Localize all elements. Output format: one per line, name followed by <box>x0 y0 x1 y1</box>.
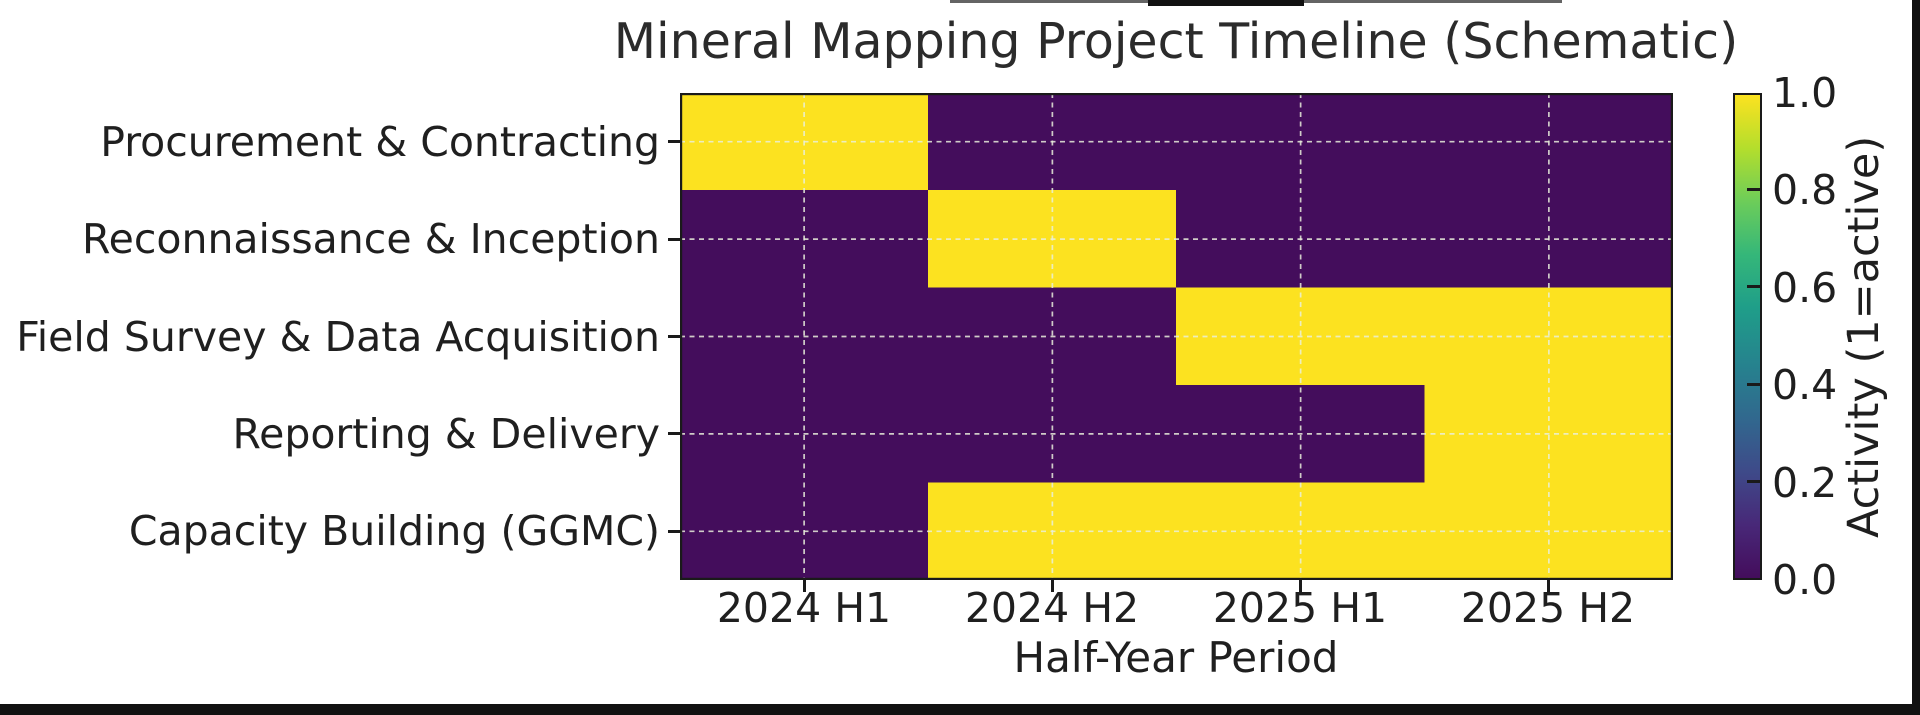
bottom-edge-bar <box>0 704 1920 715</box>
colorbar-tick-0.8: 0.8 <box>1772 166 1838 214</box>
colorbar-tick-0.4: 0.4 <box>1772 361 1838 409</box>
y-tick-mark <box>668 530 680 533</box>
y-tick-mark <box>668 140 680 143</box>
colorbar-tick-mark <box>1747 188 1760 191</box>
x-tick-mark <box>803 580 806 592</box>
x-tick-mark <box>1051 580 1054 592</box>
y-axis-label-procurement: Procurement & Contracting <box>100 118 660 166</box>
x-tick-mark <box>1299 580 1302 592</box>
top-edge-line-thick <box>1148 0 1304 6</box>
x-axis-title: Half-Year Period <box>1013 633 1339 682</box>
x-axis-label-2024h2: 2024 H2 <box>964 584 1140 632</box>
y-axis-label-reporting: Reporting & Delivery <box>232 410 660 458</box>
plot-border <box>680 93 1673 580</box>
colorbar-tick-0.6: 0.6 <box>1772 264 1838 312</box>
chart-title: Mineral Mapping Project Timeline (Schema… <box>613 13 1739 70</box>
y-axis-label-capacity: Capacity Building (GGMC) <box>128 507 660 555</box>
colorbar-tick-0.2: 0.2 <box>1772 459 1838 507</box>
heatmap-cells <box>680 93 1673 580</box>
colorbar-tick-0.0: 0.0 <box>1772 556 1838 604</box>
right-edge-bar <box>1912 0 1920 715</box>
colorbar-axis-title: Activity (1=active) <box>1839 135 1889 538</box>
colorbar-tick-mark <box>1747 383 1760 386</box>
y-tick-mark <box>668 238 680 241</box>
x-axis-label-2024h1: 2024 H1 <box>716 584 892 632</box>
colorbar-tick-mark <box>1747 480 1760 483</box>
y-tick-mark <box>668 432 680 435</box>
y-axis-label-reconnaissance: Reconnaissance & Inception <box>81 215 660 263</box>
heatmap-plot <box>680 93 1673 580</box>
x-tick-mark <box>1547 580 1550 592</box>
x-axis-label-2025h1: 2025 H1 <box>1212 584 1388 632</box>
y-axis-label-field-survey: Field Survey & Data Acquisition <box>16 313 660 361</box>
colorbar-tick-mark <box>1747 285 1760 288</box>
y-tick-mark <box>668 335 680 338</box>
x-axis-label-2025h2: 2025 H2 <box>1460 584 1636 632</box>
colorbar-gradient <box>1733 93 1762 580</box>
colorbar-tick-1.0: 1.0 <box>1772 69 1838 117</box>
